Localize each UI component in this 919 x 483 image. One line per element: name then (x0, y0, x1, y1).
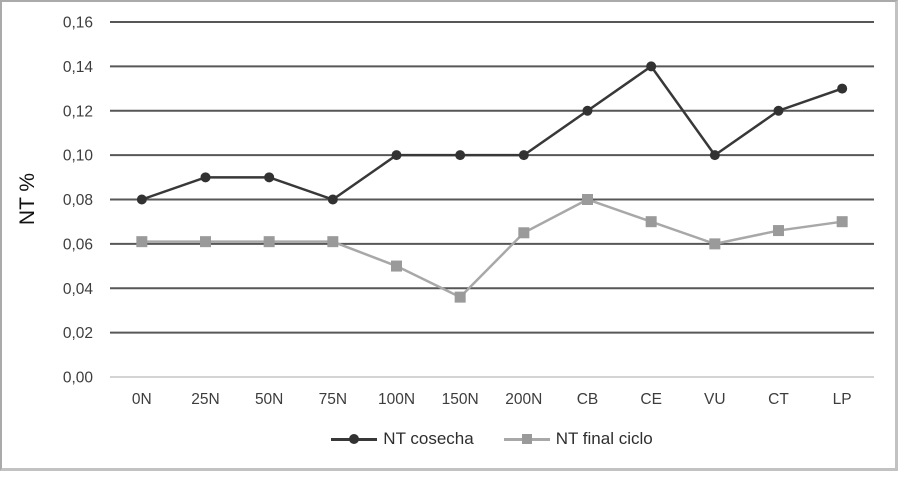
svg-text:0,12: 0,12 (63, 103, 93, 120)
svg-text:200N: 200N (505, 391, 542, 408)
svg-text:0,10: 0,10 (63, 148, 94, 165)
legend-item-nt-cosecha: NT cosecha (331, 429, 474, 449)
legend-circle-swatch (349, 434, 360, 444)
legend-label: NT cosecha (383, 429, 474, 448)
svg-text:100N: 100N (378, 391, 415, 408)
svg-text:0,00: 0,00 (63, 370, 94, 387)
svg-text:0,04: 0,04 (63, 281, 94, 298)
square-marker-icon (503, 433, 550, 445)
svg-text:0,08: 0,08 (63, 192, 93, 209)
chart-frame (0, 0, 898, 471)
svg-text:0N: 0N (132, 391, 152, 408)
chart-legend: NT cosecha NT final ciclo (110, 429, 874, 449)
svg-text:0,02: 0,02 (63, 325, 93, 342)
chart-svg: 0,00 0,02 0,04 0,06 0,08 0,10 0,12 0,14 0,16 0N 25… (63, 15, 874, 408)
svg-text:LP: LP (833, 391, 852, 408)
svg-text:150N: 150N (442, 391, 479, 408)
legend-label: NT final ciclo (555, 429, 653, 448)
svg-text:0,16: 0,16 (63, 15, 93, 32)
svg-text:0,14: 0,14 (63, 59, 94, 76)
svg-text:50N: 50N (255, 391, 283, 408)
svg-text:CT: CT (768, 391, 789, 408)
svg-text:VU: VU (704, 391, 726, 408)
circle-marker-icon (331, 433, 378, 445)
legend-square-swatch (521, 434, 532, 444)
svg-text:25N: 25N (191, 391, 219, 408)
svg-text:0,06: 0,06 (63, 236, 93, 253)
svg-text:CB: CB (577, 391, 599, 408)
svg-text:CE: CE (640, 391, 662, 408)
legend-item-nt-final-ciclo: NT final ciclo (503, 429, 653, 449)
svg-text:75N: 75N (319, 391, 347, 408)
